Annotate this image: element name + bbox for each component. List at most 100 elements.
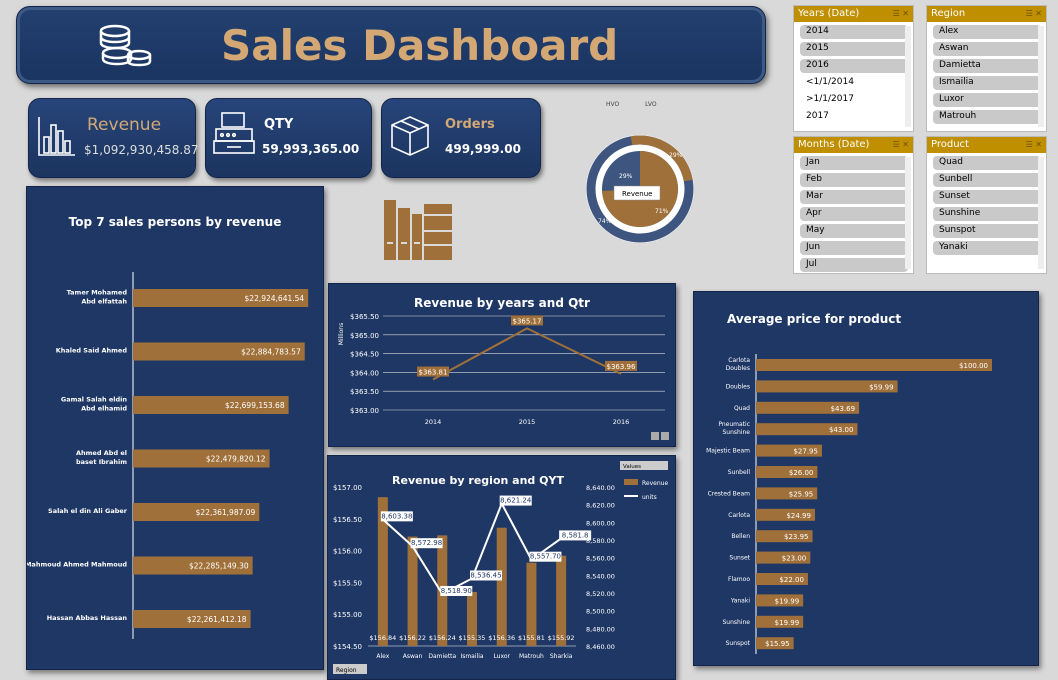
chart-title: Average price for product: [727, 312, 902, 326]
slicer-months-item[interactable]: Jun: [800, 241, 908, 255]
slicer-region-item[interactable]: Matrouh: [933, 110, 1041, 124]
slicer-months-item[interactable]: Mar: [800, 190, 908, 204]
kpi-revenue-card: Revenue $1,092,930,458.87: [28, 98, 199, 178]
slicer-scrollbar[interactable]: [1038, 157, 1044, 269]
slicer-product-item[interactable]: Sunspot: [933, 224, 1041, 238]
y-tick-label-right: 8,640.00: [586, 484, 615, 492]
bar: [133, 289, 309, 307]
category-label: Abd elfattah: [81, 298, 127, 306]
region-filter-button[interactable]: [333, 664, 367, 674]
donut-label-1: 29%: [619, 173, 633, 180]
bar-value-label: $100.00: [959, 362, 988, 370]
category-label: Crested Beam: [708, 490, 751, 497]
units-data-label: 8,621.24: [500, 497, 532, 505]
bar: [756, 444, 822, 457]
category-label: Quad: [734, 405, 750, 412]
slicer-years-item[interactable]: 2016: [800, 59, 908, 73]
clear-filter-icon[interactable]: ☰ ✕: [892, 9, 909, 18]
slicer-scrollbar[interactable]: [905, 26, 911, 127]
category-label: Abd elhamid: [81, 405, 127, 413]
slicer-region-item[interactable]: Damietta: [933, 59, 1041, 73]
slicer-scrollbar[interactable]: [905, 157, 911, 269]
slicer-product-item[interactable]: Sunshine: [933, 207, 1041, 221]
data-label-box: [529, 551, 562, 562]
data-label: $365.17: [513, 317, 542, 325]
y-tick-label-left: $155.00: [333, 611, 362, 619]
bar-value-label: $19.99: [775, 597, 800, 605]
bar: [756, 551, 811, 564]
top-salespersons-panel: Top 7 sales persons by revenue $22,924,6…: [26, 186, 324, 670]
bar: [756, 530, 813, 543]
bar-value-label: $22,699,153.68: [225, 401, 285, 410]
x-tick-label: Matrouh: [519, 653, 544, 660]
kpi-orders-label: Orders: [445, 117, 495, 132]
donut-center-label: Revenue: [622, 190, 653, 198]
slicer-region-item[interactable]: Aswan: [933, 42, 1041, 56]
slicer-product-item[interactable]: Yanaki: [933, 241, 1041, 255]
data-label-box: [559, 530, 592, 541]
slicer-product-item[interactable]: Sunbell: [933, 173, 1041, 187]
bar-value-label: $43.69: [831, 405, 856, 413]
x-tick-label: 2014: [425, 418, 442, 426]
cash-register-icon: [213, 112, 255, 154]
slicer-months-item[interactable]: Feb: [800, 173, 908, 187]
bar-value-label: $22,261,412.18: [187, 615, 247, 624]
slicer-years-title: Years (Date): [798, 8, 860, 19]
bar: [756, 508, 815, 521]
x-tick-label: Aswan: [403, 653, 423, 660]
slicer-months-item[interactable]: Jul: [800, 258, 908, 272]
y-tick-label-left: $154.50: [333, 643, 362, 651]
y-tick-label-right: 8,560.00: [586, 555, 615, 563]
slicer-years-item[interactable]: 2015: [800, 42, 908, 56]
slicer-months-header: Months (Date) ☰ ✕: [794, 137, 913, 153]
slicer-product-item[interactable]: Sunset: [933, 190, 1041, 204]
slicer-months[interactable]: Months (Date) ☰ ✕ Jan Feb Mar Apr May Jun Jul: [793, 136, 914, 274]
data-label-box: [380, 511, 413, 522]
revenue-bar: [556, 555, 567, 646]
slicer-months-title: Months (Date): [798, 139, 870, 150]
category-label: Flamoo: [728, 576, 750, 583]
bar-value-label: $22,361,987.09: [196, 508, 256, 517]
slicer-months-item[interactable]: Apr: [800, 207, 908, 221]
clear-filter-icon[interactable]: ☰ ✕: [1025, 140, 1042, 149]
slicer-product[interactable]: Product ☰ ✕ Quad Sunbell Sunset Sunshine Suns…: [926, 136, 1047, 274]
slicer-years-item[interactable]: 2017: [806, 111, 829, 121]
bar: [133, 610, 251, 628]
slicer-product-title: Product: [931, 139, 969, 150]
y-tick-label-left: $155.50: [333, 579, 362, 587]
title-banner: Sales Dashboard: [16, 6, 766, 84]
slicer-region-item[interactable]: Alex: [933, 25, 1041, 39]
slicer-years-item[interactable]: <1/1/2014: [806, 77, 854, 87]
data-label-box: [605, 360, 637, 371]
y-tick-label-right: 8,460.00: [586, 643, 615, 651]
slicer-scrollbar[interactable]: [1038, 26, 1044, 127]
bar: [133, 556, 253, 575]
slicer-region-item[interactable]: Ismailia: [933, 76, 1041, 90]
slicer-years-item[interactable]: >1/1/2017: [806, 94, 854, 104]
bar-value-label: $156.24: [429, 634, 456, 642]
bar-value-label: $26.00: [789, 469, 814, 477]
bar-value-label: $156.84: [369, 634, 396, 642]
bar: [756, 487, 818, 500]
box-icon: [391, 116, 429, 156]
slicer-months-item[interactable]: May: [800, 224, 908, 238]
y-tick-label-right: 8,620.00: [586, 502, 615, 510]
slicer-region[interactable]: Region ☰ ✕ Alex Aswan Damietta Ismailia Luxor…: [926, 5, 1047, 132]
slicer-region-item[interactable]: Luxor: [933, 93, 1041, 107]
slicer-years[interactable]: Years (Date) ☰ ✕ 2014 2015 2016 <1/1/2014 >1/…: [793, 5, 914, 132]
clear-filter-icon[interactable]: ☰ ✕: [892, 140, 909, 149]
bar: [133, 396, 289, 414]
slicer-years-item[interactable]: 2014: [800, 25, 908, 39]
category-label: Tamer Mohamed: [67, 289, 128, 297]
slicer-region-header: Region ☰ ✕: [927, 6, 1046, 22]
scroll-right-button: [661, 432, 669, 440]
slicer-product-item[interactable]: Quad: [933, 156, 1041, 170]
donut-label-3: 71%: [655, 208, 669, 215]
category-label: baset Ibrahim: [76, 458, 127, 466]
category-label: Sunset: [729, 555, 750, 562]
category-label: Bellen: [731, 533, 750, 540]
bar: [133, 503, 260, 521]
slicer-months-item[interactable]: Jan: [800, 156, 908, 170]
clear-filter-icon[interactable]: ☰ ✕: [1025, 9, 1042, 18]
slicer-region-title: Region: [931, 8, 966, 19]
